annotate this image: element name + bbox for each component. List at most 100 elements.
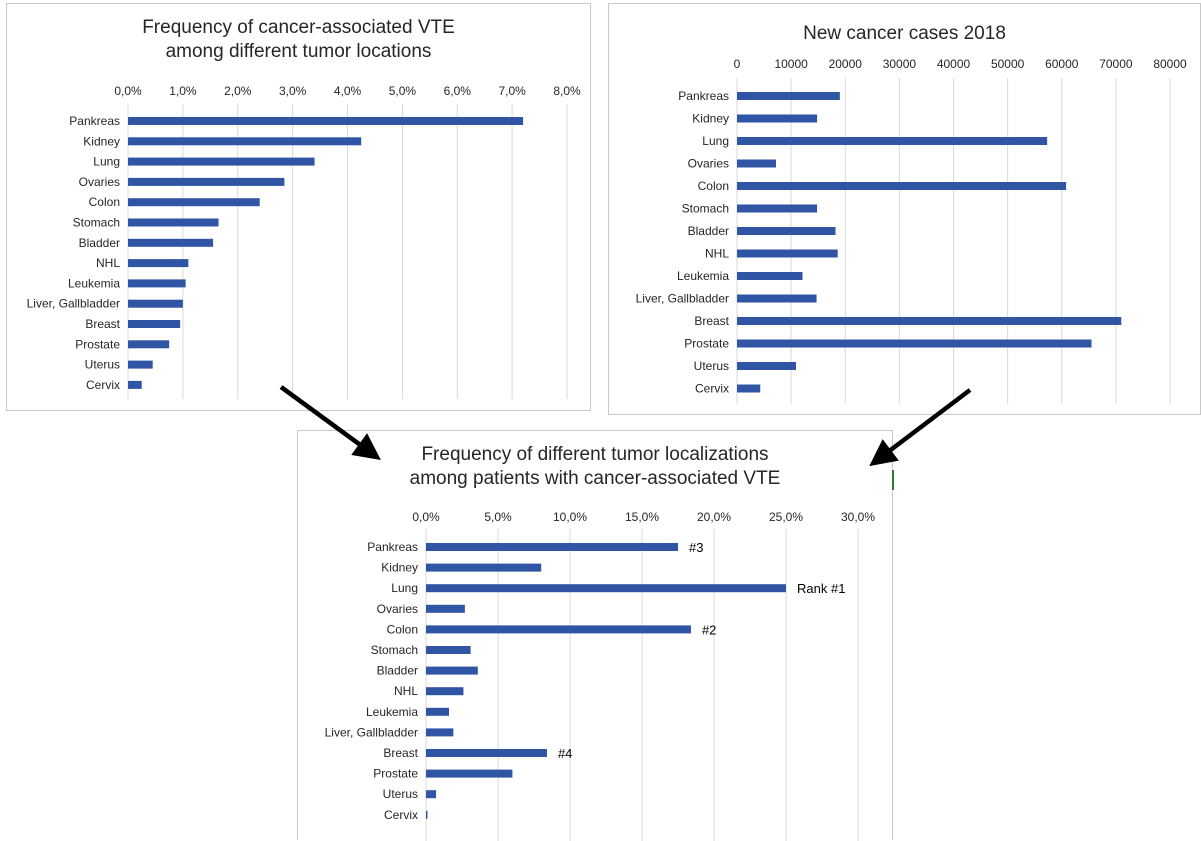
chart-title: Frequency of cancer-associated VTE among… xyxy=(7,16,590,64)
chart-title-line-1: Frequency of cancer-associated VTE xyxy=(142,17,455,38)
tumor-localization-plot: 0,0% 5,0% 10,0% 15,0% 20,0% 25,0% 30,0% Pankrea… xyxy=(325,510,875,841)
y-category-label: Liver, Gallbladder xyxy=(636,292,729,306)
rank-annotation: Rank #1 xyxy=(797,581,845,596)
bar xyxy=(128,117,524,125)
x-tick-label: 15,0% xyxy=(625,510,659,524)
bar xyxy=(737,339,1092,348)
bar xyxy=(426,790,437,799)
bar xyxy=(737,159,776,168)
y-category-label: Colon xyxy=(387,622,418,636)
bar xyxy=(426,810,428,819)
x-tick-label: 6,0% xyxy=(444,84,472,98)
bar xyxy=(737,204,818,213)
x-tick-label: 2,0% xyxy=(224,84,252,98)
bar xyxy=(128,380,142,389)
bar xyxy=(737,92,840,100)
x-tick-label: 30,0% xyxy=(841,510,875,524)
tumor-localization-chart-panel: Frequency of different tumor localizatio… xyxy=(297,430,893,841)
x-tick-label: 4,0% xyxy=(334,84,362,98)
bar xyxy=(426,604,465,613)
y-category-label: Cervix xyxy=(695,382,729,396)
bar xyxy=(426,769,513,778)
bar xyxy=(128,340,170,349)
bar xyxy=(128,299,183,308)
y-category-label: Prostate xyxy=(373,767,418,781)
y-category-label: Uterus xyxy=(85,358,120,372)
new-cases-plot: 0 10000 20000 30000 40000 50000 60000 70000 8000… xyxy=(636,57,1187,404)
y-category-label: Kidney xyxy=(381,561,418,575)
bar xyxy=(737,384,761,393)
x-tick-label: 25,0% xyxy=(769,510,803,524)
chart-title: New cancer cases 2018 xyxy=(609,22,1200,46)
rank-annotation: #3 xyxy=(689,540,703,555)
bar xyxy=(128,137,362,146)
bar xyxy=(737,249,838,258)
vte-frequency-plot: 0,0% 1,0% 2,0% 3,0% 4,0% 5,0% 6,0% 7,0% 8,0% Pank… xyxy=(27,84,581,399)
y-category-label: Stomach xyxy=(73,216,120,230)
bar xyxy=(128,320,181,328)
y-category-label: Stomach xyxy=(371,643,418,657)
y-category-label: Lung xyxy=(93,155,120,169)
y-category-label: Leukemia xyxy=(68,276,120,290)
y-category-label: Pankreas xyxy=(367,540,418,554)
bar xyxy=(128,279,186,288)
y-category-label: Pankreas xyxy=(678,89,729,103)
x-tick-label: 7,0% xyxy=(498,84,526,98)
bar xyxy=(426,666,478,675)
x-tick-label: 1,0% xyxy=(169,84,197,98)
y-category-label: Liver, Gallbladder xyxy=(325,725,418,739)
y-category-label: Bladder xyxy=(377,664,418,678)
y-category-label: NHL xyxy=(394,684,418,698)
y-category-label: Uterus xyxy=(694,359,729,373)
bar xyxy=(128,177,285,186)
y-category-label: Cervix xyxy=(384,808,418,822)
bar xyxy=(737,137,1048,145)
bar xyxy=(426,563,542,572)
chart-title-line-2: among different tumor locations xyxy=(165,41,432,62)
y-category-label: Prostate xyxy=(684,337,729,351)
bar xyxy=(426,687,464,696)
x-tick-label: 60000 xyxy=(1045,57,1079,71)
x-tick-label: 50000 xyxy=(991,57,1025,71)
y-category-label: NHL xyxy=(705,247,729,261)
y-category-label: Ovaries xyxy=(377,602,418,616)
y-category-label: Kidney xyxy=(83,134,120,148)
y-category-label: Breast xyxy=(383,746,418,760)
bar xyxy=(128,360,153,369)
x-tick-label: 40000 xyxy=(937,57,971,71)
bar xyxy=(426,646,471,654)
chart-title-line-2: among patients with cancer-associated VT… xyxy=(409,468,781,489)
bar xyxy=(737,182,1067,190)
y-category-label: Stomach xyxy=(682,202,729,216)
x-tick-label: 20000 xyxy=(829,57,863,71)
y-category-label: Cervix xyxy=(86,378,120,392)
bar xyxy=(737,227,836,235)
rank-annotation: #2 xyxy=(702,622,716,637)
bar xyxy=(426,584,786,593)
bar xyxy=(128,157,315,166)
y-category-label: Leukemia xyxy=(366,705,418,719)
x-tick-label: 30000 xyxy=(883,57,917,71)
bar xyxy=(426,728,454,737)
y-category-label: Ovaries xyxy=(79,175,120,189)
y-category-label: Bladder xyxy=(79,236,120,250)
bar xyxy=(737,272,803,280)
chart-title-line-1: Frequency of different tumor localizatio… xyxy=(421,444,769,465)
new-cases-chart-panel: New cancer cases 2018 0 10000 20000 30000 40… xyxy=(608,3,1201,415)
y-category-label: Lung xyxy=(702,134,729,148)
y-category-label: Breast xyxy=(694,314,729,328)
x-tick-label: 0 xyxy=(734,57,741,71)
bar xyxy=(426,707,450,716)
bar xyxy=(128,259,189,268)
bar xyxy=(128,198,260,207)
bar xyxy=(737,362,796,370)
x-tick-label: 8,0% xyxy=(553,84,581,98)
y-category-label: Uterus xyxy=(383,787,418,801)
y-category-label: Breast xyxy=(85,317,120,331)
bar xyxy=(737,294,817,303)
chart-title-line-1: New cancer cases 2018 xyxy=(803,23,1006,44)
x-tick-label: 0,0% xyxy=(412,510,440,524)
y-category-label: Ovaries xyxy=(688,157,729,171)
green-edge-marker xyxy=(892,470,894,490)
bar xyxy=(737,114,818,123)
